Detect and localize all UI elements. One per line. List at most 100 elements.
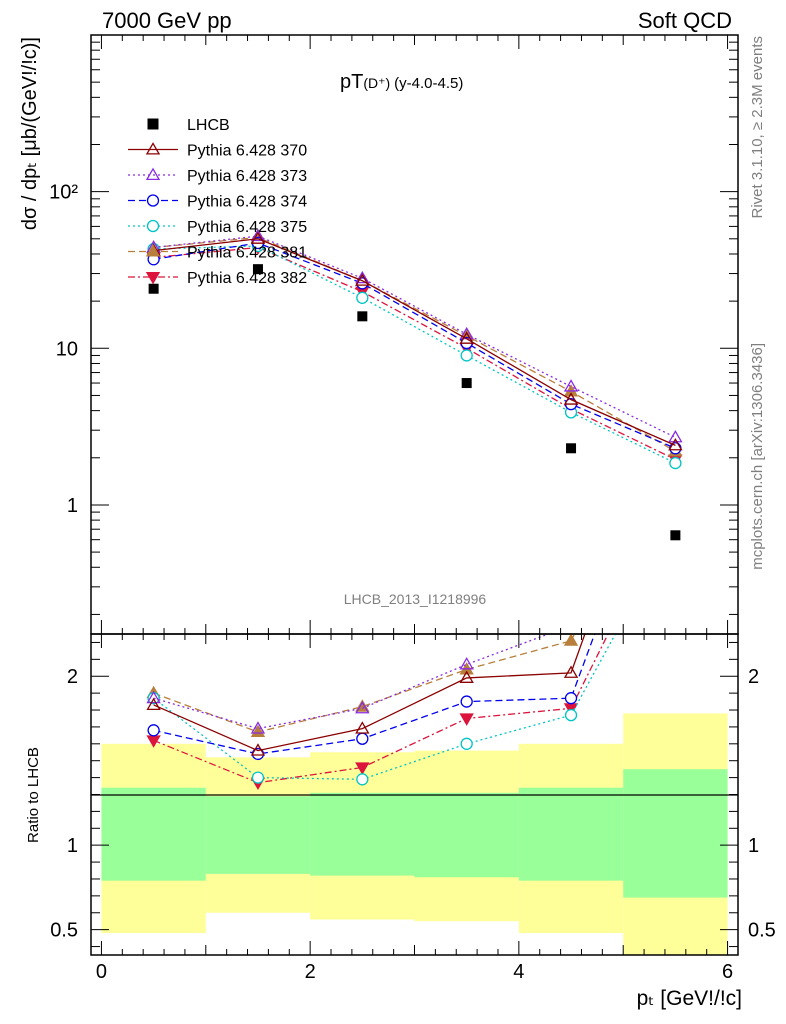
y-tick-label: 10² — [49, 182, 78, 204]
band-green — [623, 769, 728, 898]
data-point — [357, 311, 368, 322]
data-point — [670, 530, 681, 541]
legend-item: Pythia 6.428 381 — [128, 244, 307, 262]
series-pythia-6-428-381 — [146, 230, 683, 457]
x-tick-label: 4 — [513, 961, 524, 983]
y-tick-label: 1 — [67, 495, 78, 517]
data-point — [252, 264, 263, 275]
main-panel: 1 10 10² pT(D⁺) (y-4.0-4.5) dσ / dpₜ [μb/(G… — [19, 34, 739, 635]
ratio-line — [153, 634, 609, 784]
series-line — [153, 236, 676, 452]
header-left: 7000 GeV pp — [102, 8, 232, 33]
series-lhcb — [148, 264, 681, 541]
ratio-series-pythia-6-428-373 — [146, 620, 577, 734]
ratio-series-pythia-6-428-374 — [147, 634, 596, 761]
header-right: Soft QCD — [638, 8, 732, 33]
ratio-point — [356, 773, 369, 786]
analysis-id-label: LHCB_2013_I1218996 — [344, 591, 487, 607]
data-point — [460, 349, 473, 362]
main-ticks — [91, 35, 738, 634]
ratio-ticks — [91, 634, 738, 955]
data-point — [355, 270, 370, 284]
series-line — [153, 238, 676, 446]
mcplots-label: mcplots.cern.ch [arXiv:1306.3436] — [749, 343, 766, 570]
ratio-series-pythia-6-428-370 — [146, 375, 681, 756]
x-tick-labels: 0 2 4 6 — [96, 961, 733, 983]
ratio-point — [670, 519, 681, 530]
data-point — [563, 379, 579, 392]
data-point — [669, 456, 682, 470]
ratio-line — [153, 634, 617, 780]
ratio-point — [669, 375, 681, 385]
ratio-point — [459, 657, 474, 670]
ratio-point — [250, 724, 266, 738]
ratio-point — [669, 494, 681, 504]
ratio-point — [565, 620, 577, 630]
legend-label: Pythia 6.428 381 — [187, 245, 307, 262]
ratio-point — [250, 721, 266, 734]
ratio-frame — [90, 633, 739, 956]
main-series — [146, 228, 683, 541]
legend-item: Pythia 6.428 375 — [128, 219, 307, 236]
legend-marker — [146, 219, 160, 233]
data-point — [148, 283, 159, 294]
series-line — [153, 246, 676, 461]
legend-label: Pythia 6.428 374 — [187, 194, 307, 211]
ratio-y-tick-label-left: 0.5 — [50, 920, 78, 942]
ratio-line — [153, 634, 586, 752]
x-axis-label: pₜ [GeV!/!c] — [637, 987, 742, 1010]
legend: LHCB Pythia 6.428 370 Pythia 6.428 373 Pyth… — [128, 117, 307, 287]
data-point — [250, 228, 266, 242]
ratio-y-tick-label-left: 2 — [67, 666, 78, 688]
ratio-point — [459, 670, 474, 683]
legend-label: Pythia 6.428 370 — [187, 143, 307, 160]
ratio-line — [153, 634, 596, 755]
ratio-y-tick-label-right: 2 — [748, 666, 759, 688]
data-point — [355, 273, 370, 286]
title-main: pT — [340, 71, 363, 93]
band-green — [518, 787, 624, 881]
x-tick-label: 0 — [96, 961, 107, 983]
ratio-uncertainty-bands — [101, 713, 728, 955]
ratio-point — [147, 724, 160, 737]
ratio-series — [146, 375, 681, 791]
ratio-point — [459, 713, 474, 726]
ratio-series-pythia-6-428-375 — [147, 519, 681, 786]
ratio-y-tick-label-right: 1 — [748, 835, 759, 857]
rivet-version-label: Rivet 3.1.10, ≥ 2.3M events — [749, 36, 766, 219]
ratio-point — [355, 721, 370, 734]
legend-marker — [147, 118, 159, 130]
ratio-point — [563, 634, 579, 646]
title-sub: (D⁺) — [363, 75, 390, 91]
legend-label: Pythia 6.428 375 — [187, 219, 307, 236]
ratio-point — [355, 700, 370, 714]
band-green — [414, 792, 519, 878]
ratio-y-axis-label: Ratio to LHCB — [25, 747, 42, 843]
ratio-point — [564, 708, 578, 722]
ratio-y-tick-label-left: 1 — [67, 835, 78, 857]
data-point — [461, 378, 472, 389]
legend-item: Pythia 6.428 374 — [128, 194, 307, 211]
series-line — [153, 235, 676, 438]
legend-item: Pythia 6.428 370 — [128, 142, 307, 160]
ratio-y-tick-labels: 0.5 0.5 1 1 2 2 — [50, 666, 776, 941]
ratio-point — [251, 771, 265, 784]
ratio-point — [460, 737, 473, 750]
ratio-point — [356, 732, 369, 745]
main-title: pT(D⁺) (y-4.0-4.5) — [340, 71, 463, 93]
band-green — [101, 787, 206, 881]
legend-marker — [145, 167, 161, 181]
legend-item: Pythia 6.428 373 — [128, 167, 307, 185]
series-line — [153, 242, 676, 449]
ratio-point — [563, 665, 579, 678]
series-pythia-6-428-370 — [146, 231, 683, 451]
main-y-tick-labels: 1 10 10² — [49, 182, 78, 517]
x-tick-label: 6 — [722, 961, 733, 983]
legend-label: LHCB — [187, 117, 230, 134]
legend-item: LHCB — [147, 117, 230, 134]
ratio-point — [250, 743, 266, 756]
data-point — [668, 430, 683, 443]
ratio-point — [564, 692, 578, 705]
ratio-y-tick-label-right: 0.5 — [748, 920, 776, 942]
